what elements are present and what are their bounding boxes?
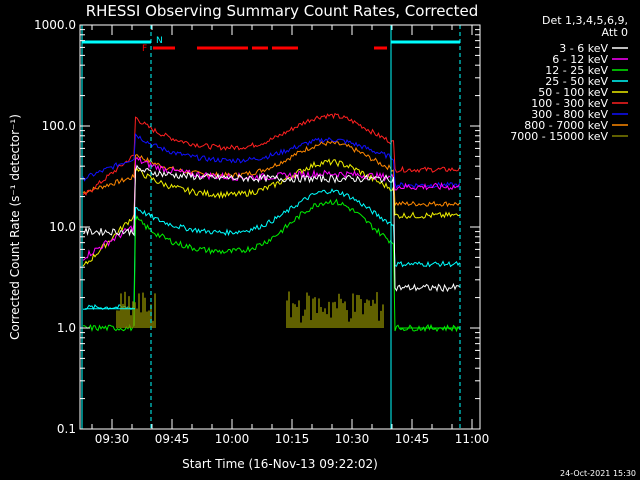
x-tick-label: 10:30 bbox=[335, 432, 370, 446]
legend-entry: 800 - 7000 keV bbox=[524, 119, 608, 132]
y-tick-label: 1.0 bbox=[57, 321, 76, 335]
legend-header: Att 0 bbox=[602, 26, 628, 39]
x-tick-label: 09:30 bbox=[95, 432, 130, 446]
legend-entry: 3 - 6 keV bbox=[559, 42, 608, 55]
x-tick-label: 11:00 bbox=[455, 432, 490, 446]
series-line-s4 bbox=[82, 188, 460, 311]
x-tick-label: 10:45 bbox=[395, 432, 430, 446]
series-layer bbox=[82, 112, 460, 333]
flag-label-n: N bbox=[156, 36, 163, 46]
series-line-s5 bbox=[82, 158, 460, 267]
x-axis-label: Start Time (16-Nov-13 09:22:02) bbox=[182, 457, 378, 471]
legend-entry: 50 - 100 keV bbox=[538, 86, 608, 99]
legend-entry: 6 - 12 keV bbox=[552, 53, 608, 66]
legend-header: Det 1,3,4,5,6,9, bbox=[542, 14, 628, 27]
legend-entry: 25 - 50 keV bbox=[545, 75, 608, 88]
y-tick-label: 0.1 bbox=[57, 422, 76, 436]
y-tick-label: 1000.0 bbox=[34, 18, 76, 32]
series-line-s8 bbox=[82, 140, 460, 208]
y-tick-label: 100.0 bbox=[42, 119, 76, 133]
y-tick-label: 10.0 bbox=[49, 220, 76, 234]
series-line-s1 bbox=[82, 164, 460, 293]
footer-date: 24-Oct-2021 15:30 bbox=[560, 469, 636, 478]
flag-label-f: F bbox=[142, 44, 147, 54]
legend-entry: 7000 - 15000 keV bbox=[510, 130, 608, 143]
x-axis: 09:30 09:45 10:00 10:15 10:30 10:45 11:00 bbox=[91, 25, 490, 446]
chart-title: RHESSI Observing Summary Count Rates, Co… bbox=[86, 2, 479, 20]
x-tick-label: 10:15 bbox=[275, 432, 310, 446]
x-tick-label: 09:45 bbox=[155, 432, 190, 446]
series-line-s3 bbox=[82, 198, 460, 333]
series-line-s7 bbox=[82, 132, 460, 189]
x-tick-label: 10:00 bbox=[215, 432, 250, 446]
night-boundaries bbox=[81, 25, 461, 429]
flags-layer: FN bbox=[82, 36, 460, 54]
y-axis: 1000.0 100.0 10.0 1.0 0.1 bbox=[34, 18, 480, 436]
legend-entry: 100 - 300 keV bbox=[531, 97, 608, 110]
legend-entry: 12 - 25 keV bbox=[545, 64, 608, 77]
plot-frame bbox=[79, 24, 481, 430]
series-line-s6 bbox=[82, 112, 460, 196]
legend-entry: 300 - 800 keV bbox=[531, 108, 608, 121]
series-line-s2 bbox=[82, 156, 460, 261]
y-axis-label: Corrected Count Rate (s⁻¹ detector⁻¹) bbox=[8, 114, 22, 340]
